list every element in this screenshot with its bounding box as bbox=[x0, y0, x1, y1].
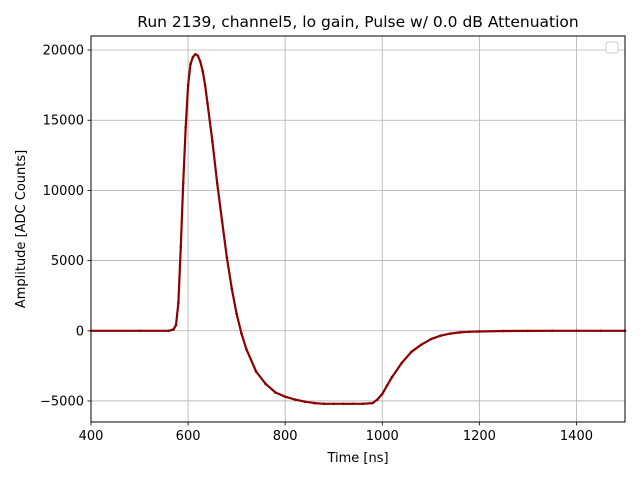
chart-title: Run 2139, channel5, lo gain, Pulse w/ 0.… bbox=[137, 13, 578, 31]
y-axis-label: Amplitude [ADC Counts] bbox=[14, 150, 29, 308]
y-tick-label: 20000 bbox=[43, 44, 84, 59]
x-tick-label: 1000 bbox=[366, 429, 399, 444]
data-point bbox=[550, 329, 554, 333]
data-point bbox=[478, 330, 481, 333]
data-point bbox=[138, 329, 141, 333]
data-series bbox=[89, 52, 627, 406]
data-point bbox=[322, 402, 326, 406]
data-point bbox=[174, 323, 178, 327]
data-point bbox=[303, 400, 306, 403]
data-point bbox=[468, 330, 471, 334]
x-tick-label: 400 bbox=[79, 429, 104, 444]
data-point bbox=[293, 398, 297, 401]
data-point bbox=[283, 395, 287, 399]
data-point bbox=[220, 219, 224, 223]
data-point bbox=[240, 332, 243, 335]
x-tick-label: 600 bbox=[176, 429, 201, 444]
data-point bbox=[380, 392, 384, 396]
data-point bbox=[458, 331, 462, 334]
data-point bbox=[230, 287, 234, 290]
data-point bbox=[194, 52, 197, 56]
data-point bbox=[351, 402, 355, 406]
data-point bbox=[390, 375, 394, 379]
data-point bbox=[179, 245, 183, 248]
data-point bbox=[264, 382, 268, 386]
x-tick-label: 1200 bbox=[463, 429, 496, 444]
data-point bbox=[376, 398, 379, 401]
data-point bbox=[342, 402, 345, 406]
y-tick-label: 5000 bbox=[51, 254, 84, 269]
data-point bbox=[439, 334, 442, 337]
data-point bbox=[254, 370, 258, 373]
data-point bbox=[225, 256, 229, 260]
data-point bbox=[313, 401, 316, 405]
data-point bbox=[245, 347, 248, 351]
data-point bbox=[215, 182, 219, 185]
data-point bbox=[599, 329, 603, 333]
data-point bbox=[526, 329, 530, 333]
data-point bbox=[274, 391, 277, 394]
y-tick-label: 15000 bbox=[43, 114, 84, 129]
data-point bbox=[429, 337, 433, 341]
data-point bbox=[186, 83, 190, 87]
data-point bbox=[235, 312, 238, 316]
data-point bbox=[196, 54, 200, 57]
legend-box bbox=[605, 41, 619, 54]
x-tick-label: 1400 bbox=[560, 429, 593, 444]
data-point bbox=[167, 329, 170, 333]
data-point bbox=[502, 329, 505, 333]
data-point bbox=[448, 332, 452, 335]
series-line bbox=[91, 53, 625, 405]
data-point bbox=[206, 102, 209, 105]
data-point bbox=[410, 350, 413, 354]
plot-frame bbox=[90, 35, 626, 423]
grid bbox=[90, 36, 625, 422]
data-point bbox=[201, 69, 204, 73]
ticks: 400 600 800 1000 1200 1400 −5000 0 5000 10000 1500… bbox=[40, 44, 593, 444]
data-point bbox=[419, 343, 423, 347]
data-point bbox=[172, 328, 175, 331]
data-point bbox=[191, 55, 195, 59]
data-point bbox=[211, 139, 214, 143]
data-point bbox=[371, 401, 374, 405]
data-point bbox=[181, 182, 185, 185]
x-tick-label: 800 bbox=[273, 429, 298, 444]
data-point bbox=[332, 402, 336, 406]
y-tick-label: −5000 bbox=[40, 394, 84, 409]
data-point bbox=[184, 125, 187, 129]
y-tick-label: 10000 bbox=[43, 184, 84, 199]
data-point bbox=[177, 301, 180, 304]
y-tick-label: 0 bbox=[76, 324, 84, 339]
x-axis-label: Time [ns] bbox=[326, 451, 388, 466]
data-point bbox=[203, 83, 207, 87]
data-point bbox=[198, 59, 202, 63]
data-point bbox=[361, 402, 365, 406]
data-point bbox=[189, 62, 192, 66]
data-point bbox=[385, 384, 389, 387]
data-point bbox=[400, 361, 403, 365]
data-point bbox=[575, 329, 578, 333]
